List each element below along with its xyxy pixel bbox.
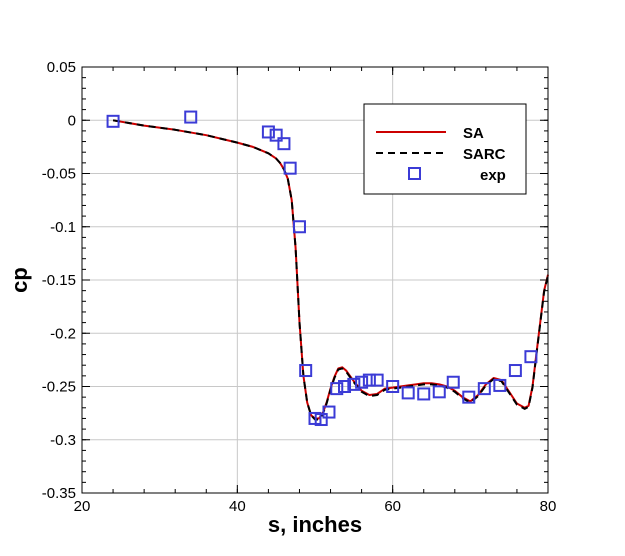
y-tick-labels: 0.05 0 -0.05 -0.1 -0.15 -0.2 -0.25 -0.3 -0.35 — [42, 59, 76, 502]
y-tick-label: -0.3 — [50, 432, 76, 449]
legend-swatch-exp — [408, 167, 421, 180]
data-point-exp — [184, 110, 198, 124]
data-point-exp — [314, 413, 328, 427]
data-point-exp — [277, 137, 291, 151]
x-tick-label: 40 — [229, 498, 246, 515]
data-point-exp — [299, 364, 313, 378]
legend-box — [363, 103, 527, 195]
data-point-exp — [524, 350, 538, 364]
data-point-exp — [283, 161, 297, 175]
y-tick-label: 0.05 — [47, 59, 76, 76]
data-point-exp — [370, 373, 384, 387]
series-layer — [106, 110, 549, 427]
y-tick-label: 0 — [68, 112, 76, 129]
y-axis-title: cp — [7, 267, 32, 293]
data-point-exp — [261, 125, 275, 139]
x-tick-label: 80 — [540, 498, 557, 515]
x-tick-label: 20 — [74, 498, 91, 515]
data-point-exp — [477, 382, 491, 396]
legend: SA SARC exp — [363, 103, 527, 195]
data-point-exp — [322, 405, 336, 419]
data-point-exp — [401, 386, 415, 400]
y-tick-label: -0.35 — [42, 485, 76, 502]
data-point-exp — [493, 378, 507, 392]
y-tick-label: -0.05 — [42, 166, 76, 183]
data-point-exp — [508, 364, 522, 378]
data-point-exp — [386, 380, 400, 393]
data-point-exp — [417, 387, 431, 401]
x-tick-label: 60 — [384, 498, 401, 515]
legend-label-sa: SA — [463, 125, 484, 142]
y-tick-label: -0.2 — [50, 325, 76, 342]
data-point-exp — [347, 377, 361, 391]
y-tick-label: -0.15 — [42, 272, 76, 289]
data-point-exp — [106, 114, 120, 128]
data-point-exp — [432, 385, 446, 399]
y-tick-label: -0.1 — [50, 219, 76, 236]
data-point-exp — [462, 390, 476, 404]
data-point-exp — [362, 373, 376, 387]
data-point-exp — [355, 375, 369, 389]
plot-frame — [81, 66, 549, 494]
data-point-exp — [269, 128, 283, 142]
data-point-exp — [330, 382, 344, 396]
legend-label-exp: exp — [480, 167, 506, 184]
x-axis-title: s, inches — [268, 512, 362, 537]
data-point-exp — [338, 380, 352, 393]
series-exp — [106, 110, 538, 427]
x-tick-labels: 20 40 60 80 — [74, 498, 557, 515]
legend-label-sarc: SARC — [463, 146, 506, 163]
data-point-exp — [292, 220, 306, 234]
y-tick-label: -0.25 — [42, 379, 76, 396]
data-point-exp — [446, 375, 460, 389]
